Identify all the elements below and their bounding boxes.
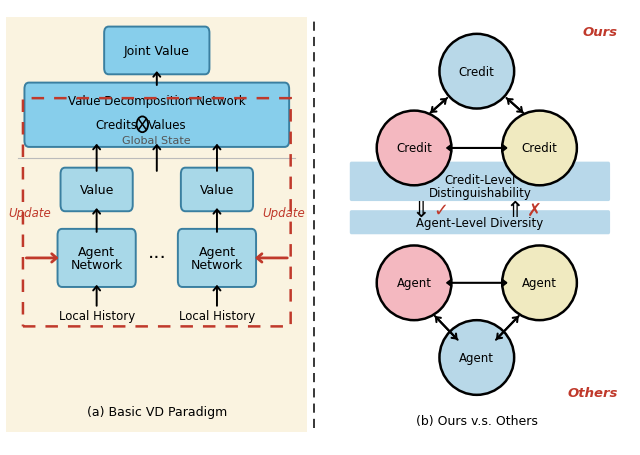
FancyBboxPatch shape (350, 162, 610, 202)
Text: Network: Network (70, 258, 123, 271)
Text: Agent: Agent (460, 351, 494, 364)
Text: Ours: Ours (583, 26, 618, 39)
Ellipse shape (502, 111, 577, 186)
FancyBboxPatch shape (178, 229, 256, 288)
Text: Credit-Level: Credit-Level (444, 174, 516, 187)
Text: ···: ··· (147, 249, 166, 268)
Text: Value: Value (200, 183, 234, 197)
Text: Credits: Credits (95, 119, 137, 131)
Text: Network: Network (191, 258, 243, 271)
Ellipse shape (377, 111, 451, 186)
Text: Local History: Local History (179, 309, 255, 322)
Text: Agent: Agent (397, 277, 431, 290)
Text: Agent: Agent (522, 277, 557, 290)
Text: ✗: ✗ (527, 202, 542, 220)
FancyBboxPatch shape (181, 168, 253, 212)
Text: Credit: Credit (459, 66, 495, 79)
Text: Credit: Credit (396, 142, 432, 155)
FancyBboxPatch shape (61, 168, 132, 212)
Text: Values: Values (148, 119, 187, 131)
Text: Agent-Level Diversity: Agent-Level Diversity (416, 216, 543, 229)
Text: (b) Ours v.s. Others: (b) Ours v.s. Others (416, 414, 538, 427)
Ellipse shape (502, 246, 577, 320)
Text: Agent: Agent (78, 246, 115, 258)
Text: Value: Value (79, 183, 114, 197)
Ellipse shape (440, 35, 514, 109)
Text: Value Decomposition Network: Value Decomposition Network (68, 95, 246, 107)
Text: Update: Update (9, 206, 52, 219)
FancyBboxPatch shape (58, 229, 136, 288)
FancyBboxPatch shape (24, 83, 289, 147)
Text: Credit: Credit (522, 142, 557, 155)
Text: ⇓: ⇓ (411, 201, 429, 221)
Text: ⇑: ⇑ (505, 201, 524, 221)
Ellipse shape (377, 246, 451, 320)
Text: Distinguishability: Distinguishability (429, 187, 531, 200)
Text: Local History: Local History (58, 309, 135, 322)
Text: (a) Basic VD Paradigm: (a) Basic VD Paradigm (86, 405, 227, 418)
Ellipse shape (440, 320, 514, 395)
Text: Agent: Agent (198, 246, 236, 258)
FancyBboxPatch shape (104, 27, 209, 75)
FancyBboxPatch shape (6, 18, 307, 432)
Text: Joint Value: Joint Value (124, 45, 189, 58)
Text: ✓: ✓ (433, 202, 448, 220)
FancyBboxPatch shape (350, 211, 610, 235)
Text: Others: Others (568, 386, 618, 399)
Text: Update: Update (262, 206, 305, 219)
Text: Global State: Global State (122, 135, 191, 145)
